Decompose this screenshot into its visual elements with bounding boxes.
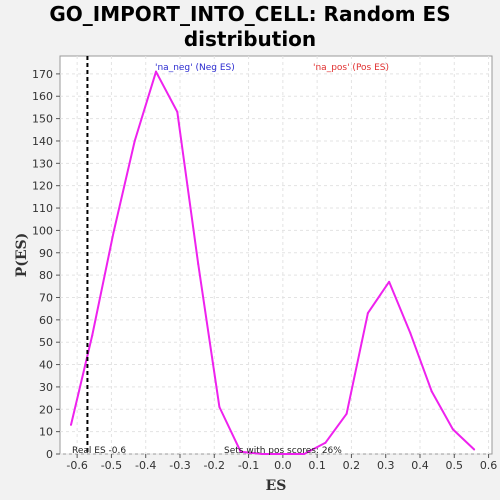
grid-lines <box>60 56 492 455</box>
y-tick-label: 30 <box>39 381 53 394</box>
x-tick-label: -0.6 <box>66 459 87 472</box>
es-data-point <box>218 406 221 409</box>
y-tick-label: 100 <box>32 224 53 237</box>
y-tick-label: 20 <box>39 403 53 416</box>
x-tick-label: -0.3 <box>169 459 190 472</box>
es-data-point <box>281 453 284 455</box>
y-tick-label: 50 <box>39 336 53 349</box>
y-tick-label: 60 <box>39 314 53 327</box>
y-tick-label: 0 <box>46 448 53 461</box>
x-axis-label: ES <box>266 478 287 494</box>
es-data-point <box>324 441 327 444</box>
es-data-point <box>451 428 454 431</box>
es-data-point <box>303 453 306 455</box>
x-tick-label: 0.4 <box>411 459 429 472</box>
y-axis-label: P(ES) <box>14 233 30 278</box>
axis-ticks: -0.6 -0.5 -0.4 -0.3 -0.2 -0.1 0.0 0.1 0.2 0.3 0.4 0… <box>32 68 497 472</box>
x-tick-label: -0.4 <box>135 459 156 472</box>
es-data-point <box>345 412 348 415</box>
chart-title: GO_IMPORT_INTO_CELL: Random ES distribut… <box>0 2 500 52</box>
es-distribution-line <box>70 70 475 455</box>
legend-neg: 'na_neg' (Neg ES) <box>155 63 235 73</box>
y-tick-label: 70 <box>39 291 53 304</box>
x-tick-label: 0.0 <box>274 459 292 472</box>
es-data-point <box>91 334 94 337</box>
legend-pos: 'na_pos' (Pos ES) <box>313 63 389 73</box>
x-tick-label: 0.5 <box>446 459 464 472</box>
x-tick-label: 0.1 <box>308 459 326 472</box>
y-tick-label: 120 <box>32 180 53 193</box>
es-data-point <box>133 139 136 142</box>
y-tick-label: 10 <box>39 426 53 439</box>
y-tick-label: 160 <box>32 90 53 103</box>
es-data-point <box>239 450 242 453</box>
y-tick-label: 110 <box>32 202 53 215</box>
y-tick-label: 140 <box>32 135 53 148</box>
y-tick-label: 170 <box>32 68 53 81</box>
es-data-point <box>69 423 72 426</box>
x-tick-label: 0.6 <box>480 459 498 472</box>
chart-title-line2: distribution <box>183 27 317 51</box>
x-tick-label: 0.3 <box>377 459 395 472</box>
es-data-point <box>197 262 200 265</box>
x-tick-label: -0.1 <box>238 459 259 472</box>
es-data-point <box>366 312 369 315</box>
x-tick-label: -0.2 <box>204 459 225 472</box>
y-tick-label: 80 <box>39 269 53 282</box>
y-tick-label: 90 <box>39 247 53 260</box>
real-es-label: Real ES -0.6 <box>72 446 126 456</box>
es-data-point <box>176 110 179 113</box>
es-data-point <box>112 231 115 234</box>
y-tick-label: 150 <box>32 113 53 126</box>
y-tick-label: 130 <box>32 157 53 170</box>
es-data-point <box>430 390 433 393</box>
x-tick-label: -0.5 <box>101 459 122 472</box>
es-data-point <box>409 332 412 335</box>
es-data-point <box>473 448 476 451</box>
pos-score-note: Sets with pos scores: 26% <box>224 446 342 456</box>
series-layer <box>69 70 476 455</box>
plot-background <box>59 55 493 455</box>
es-data-point <box>260 453 263 455</box>
es-data-point <box>155 70 157 73</box>
chart-title-line1: GO_IMPORT_INTO_CELL: Random ES <box>49 2 451 26</box>
es-data-point <box>388 280 391 283</box>
x-tick-label: 0.2 <box>343 459 361 472</box>
y-tick-label: 40 <box>39 359 53 372</box>
